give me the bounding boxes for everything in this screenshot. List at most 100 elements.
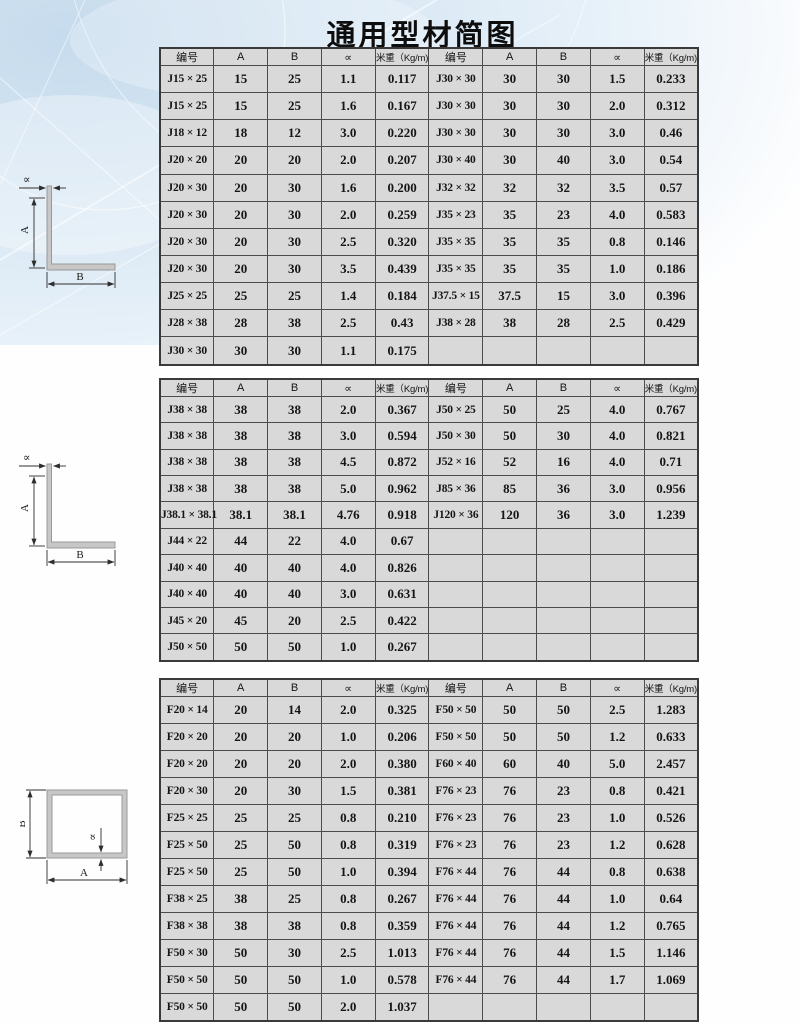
profile-code-cell: J18 × 12 [159,119,215,148]
value-cell [643,606,699,635]
value-cell: 0.633 [643,722,699,751]
column-header: 米重（Kg/m) [643,378,699,397]
column-header: B [536,378,591,397]
profile-code-cell: J38 × 38 [159,448,215,477]
value-cell [482,992,538,1022]
value-cell: 38 [267,448,322,477]
column-header: A [482,378,538,397]
table-row: J45 × 20 45 20 2.5 0.422 [159,606,699,635]
value-cell [536,527,591,556]
table-row: J38 × 38 38 38 4.5 0.872 J52 × 16 52 16 4.0 0.71 [159,448,699,477]
table-row: F25 × 25 25 25 0.8 0.210 F76 × 23 76 23 1.0 0.526 [159,803,699,832]
value-cell: 25 [267,92,322,121]
value-cell: 36 [536,475,591,503]
profile-code-cell: F25 × 50 [159,857,215,886]
value-cell: 2.5 [320,938,376,967]
profile-code-cell: J40 × 40 [159,554,215,582]
profile-code-cell: F76 × 44 [428,938,484,967]
value-cell: 0.200 [374,173,430,202]
value-cell: 0.8 [320,803,376,832]
value-cell: 1.6 [320,92,376,121]
value-cell: 1.6 [320,173,376,202]
value-cell: 76 [482,911,538,940]
profile-code-cell [428,633,484,662]
profile-code-cell: J38 × 38 [159,395,215,424]
rect-tube-shape [46,789,128,859]
value-cell: 30 [536,119,591,148]
profile-code-cell: J15 × 25 [159,64,215,94]
value-cell: 40 [267,554,322,582]
value-cell: 2.5 [589,696,645,724]
value-cell: 1.7 [589,965,645,994]
value-cell: 1.146 [643,938,699,967]
value-cell: 1.0 [320,857,376,886]
value-cell: 30 [267,336,322,366]
dimension-label-a: A [19,504,31,512]
profile-code-cell: F50 × 50 [428,696,484,724]
value-cell: 50 [536,696,591,724]
value-cell: 0.918 [374,501,430,529]
value-cell: 0.765 [643,911,699,940]
profile-code-cell: F25 × 50 [159,830,215,859]
value-cell: 0.396 [643,282,699,311]
table-row: F38 × 25 38 25 0.8 0.267 F76 × 44 76 44 1.0 0.64 [159,884,699,913]
profile-code-cell: J38 × 38 [159,475,215,503]
value-cell: 0.267 [374,633,430,662]
value-cell: 1.4 [320,282,376,311]
value-cell: 20 [213,776,269,805]
value-cell: 0.207 [374,146,430,175]
column-header: A [482,678,538,697]
table-row: F50 × 50 50 50 1.0 0.578 F76 × 44 76 44 1.7 1.069 [159,965,699,994]
value-cell: 25 [213,282,269,311]
profile-code-cell: J25 × 25 [159,282,215,311]
value-cell: 0.439 [374,254,430,284]
value-cell [536,606,591,635]
column-header: 编号 [159,378,215,397]
value-cell: 0.8 [320,911,376,940]
value-cell: 0.233 [643,64,699,94]
value-cell: 0.117 [374,64,430,94]
profile-code-cell: F76 × 23 [428,776,484,805]
value-cell: 0.64 [643,884,699,913]
value-cell: 76 [482,803,538,832]
value-cell: 35 [536,254,591,284]
thickness-label: ∝ [23,174,30,186]
profile-code-cell: J30 × 30 [159,336,215,366]
value-cell: 15 [536,282,591,311]
value-cell: 38.1 [213,501,269,529]
value-cell: 0.8 [589,776,645,805]
value-cell: 20 [213,254,269,284]
value-cell: 38 [482,309,538,338]
value-cell: 1.5 [589,64,645,94]
value-cell: 0.325 [374,696,430,724]
value-cell: 50 [482,722,538,751]
value-cell [536,554,591,582]
value-cell: 0.146 [643,227,699,256]
value-cell: 30 [213,336,269,366]
profile-code-cell: J50 × 30 [428,422,484,450]
value-cell: 50 [482,696,538,724]
value-cell: 38 [213,448,269,477]
column-header: 编号 [159,47,215,66]
profile-code-cell: F60 × 40 [428,749,484,778]
value-cell: 25 [213,830,269,859]
value-cell: 20 [267,606,322,635]
value-cell: 0.210 [374,803,430,832]
value-cell: 25 [213,857,269,886]
value-cell: 40 [536,749,591,778]
column-header: A [213,678,269,697]
value-cell: 0.826 [374,554,430,582]
value-cell: 0.594 [374,422,430,450]
value-cell: 0.526 [643,803,699,832]
value-cell: 4.0 [589,448,645,477]
profile-code-cell: F20 × 14 [159,696,215,724]
value-cell: 0.394 [374,857,430,886]
profile-code-cell: J45 × 20 [159,606,215,635]
profile-code-cell: J38 × 28 [428,309,484,338]
profile-code-cell: J38.1 × 38.1 [159,501,217,529]
table-row: J20 × 30 20 30 2.5 0.320 J35 × 35 35 35 0.8 0.146 [159,227,699,256]
table-row: J20 × 20 20 20 2.0 0.207 J30 × 40 30 40 3.0 0.54 [159,146,699,175]
profile-code-cell: J30 × 30 [428,64,484,94]
value-cell: 28 [536,309,591,338]
